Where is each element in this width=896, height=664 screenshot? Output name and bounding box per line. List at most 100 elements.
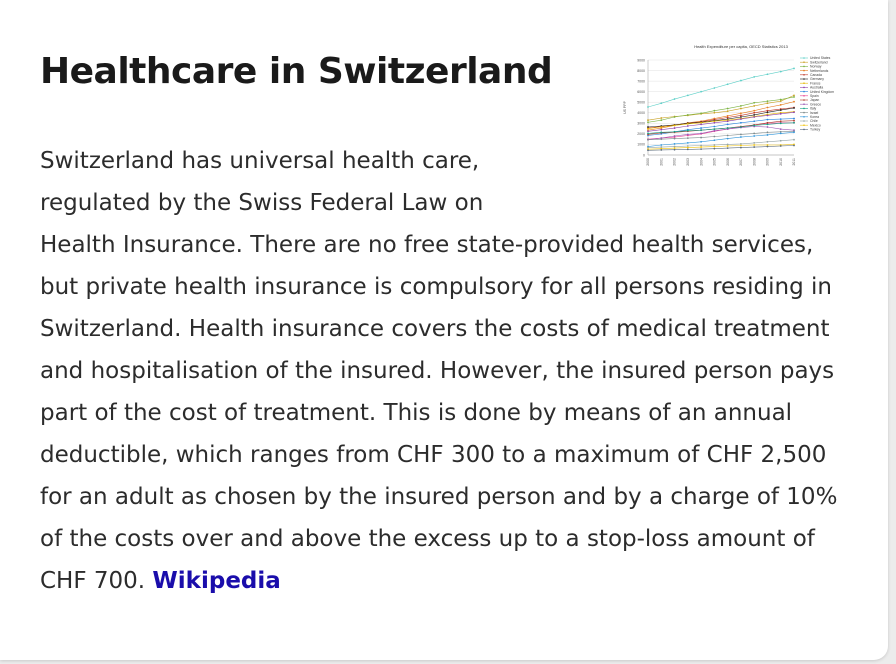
data-point <box>779 132 782 135</box>
legend-label: Norway <box>810 65 822 69</box>
data-point <box>793 117 795 120</box>
data-point <box>753 120 756 123</box>
data-point <box>766 140 769 143</box>
data-point <box>686 113 689 116</box>
legend-marker <box>803 99 805 101</box>
data-point <box>793 67 795 70</box>
data-point <box>793 94 795 97</box>
wikipedia-source-link[interactable]: Wikipedia <box>152 568 281 594</box>
data-point <box>740 144 742 147</box>
data-point <box>726 116 729 119</box>
data-point <box>673 116 676 118</box>
data-point <box>793 96 795 98</box>
data-point <box>753 144 756 146</box>
legend-marker <box>803 103 805 105</box>
data-point <box>713 135 716 138</box>
data-point <box>686 94 689 97</box>
data-point <box>766 131 769 134</box>
data-point <box>726 123 729 126</box>
data-point <box>673 145 676 148</box>
data-point <box>779 109 782 112</box>
data-point <box>660 138 663 141</box>
series-line <box>647 126 795 140</box>
data-point <box>713 129 716 132</box>
chart-title: Health Expenditure per capita, OECD Stat… <box>694 44 788 49</box>
y-tick-label: 7000 <box>637 79 645 83</box>
legend-marker <box>803 74 805 76</box>
data-point <box>713 109 716 112</box>
legend-marker <box>803 107 805 110</box>
data-point <box>766 109 769 112</box>
legend-marker <box>803 128 805 131</box>
data-point <box>673 137 676 140</box>
data-point <box>753 109 756 112</box>
data-point <box>686 145 689 147</box>
data-point <box>700 146 702 148</box>
data-point <box>660 102 663 105</box>
legend-marker <box>803 86 805 89</box>
data-point <box>726 83 729 86</box>
legend-label: Korea <box>810 115 819 119</box>
legend-label: Spain <box>810 94 819 98</box>
series-line <box>647 96 795 123</box>
health-expenditure-chart-thumbnail[interactable]: Health Expenditure per capita, OECD Stat… <box>616 40 856 168</box>
x-tick-label: 2008 <box>752 158 756 166</box>
data-point <box>700 129 702 132</box>
series-line <box>647 95 795 121</box>
data-point <box>793 111 795 114</box>
data-point <box>713 145 716 148</box>
data-point <box>740 136 742 138</box>
data-point <box>647 126 649 128</box>
series-line <box>647 132 795 147</box>
data-point <box>726 143 729 146</box>
data-point <box>713 111 716 114</box>
data-point <box>766 126 769 128</box>
data-point <box>686 125 689 127</box>
data-point <box>713 87 716 89</box>
data-point <box>673 147 676 150</box>
data-point <box>660 131 663 134</box>
article-body: Switzerland has universal health care, r… <box>40 140 848 602</box>
data-point <box>753 105 756 107</box>
data-point <box>700 90 702 93</box>
x-tick-label: 2005 <box>713 158 717 166</box>
data-point <box>753 135 756 137</box>
data-point <box>779 118 782 121</box>
data-point <box>779 103 782 106</box>
data-point <box>673 135 676 137</box>
legend-marker <box>803 111 805 114</box>
legend-label: Italy <box>810 107 817 111</box>
legend-marker <box>803 65 805 68</box>
series-line <box>647 68 795 108</box>
legend-label: Greece <box>810 102 821 106</box>
data-point <box>779 130 782 133</box>
data-point <box>766 144 769 146</box>
data-point <box>753 75 756 78</box>
data-point <box>740 79 742 82</box>
x-tick-label: 2007 <box>739 158 743 166</box>
y-tick-label: 6000 <box>637 90 645 94</box>
data-point <box>766 73 769 76</box>
y-axis-label: US PPP <box>623 100 627 114</box>
data-point <box>726 134 729 137</box>
legend-marker <box>803 69 805 72</box>
data-point <box>673 127 676 129</box>
series-line <box>647 122 795 134</box>
data-point <box>700 148 702 150</box>
data-point <box>779 98 782 101</box>
data-point <box>673 124 676 127</box>
data-point <box>700 136 702 139</box>
x-tick-label: 2004 <box>699 158 703 166</box>
data-point <box>793 121 795 124</box>
series-line <box>647 118 795 136</box>
data-point <box>647 146 649 149</box>
thumbnail-float-space <box>514 140 848 224</box>
data-point <box>766 134 769 136</box>
data-point <box>660 119 663 122</box>
data-point <box>647 149 649 152</box>
data-point <box>740 112 742 115</box>
data-point <box>766 118 769 121</box>
legend-label: France <box>810 81 821 85</box>
data-point <box>686 133 689 136</box>
